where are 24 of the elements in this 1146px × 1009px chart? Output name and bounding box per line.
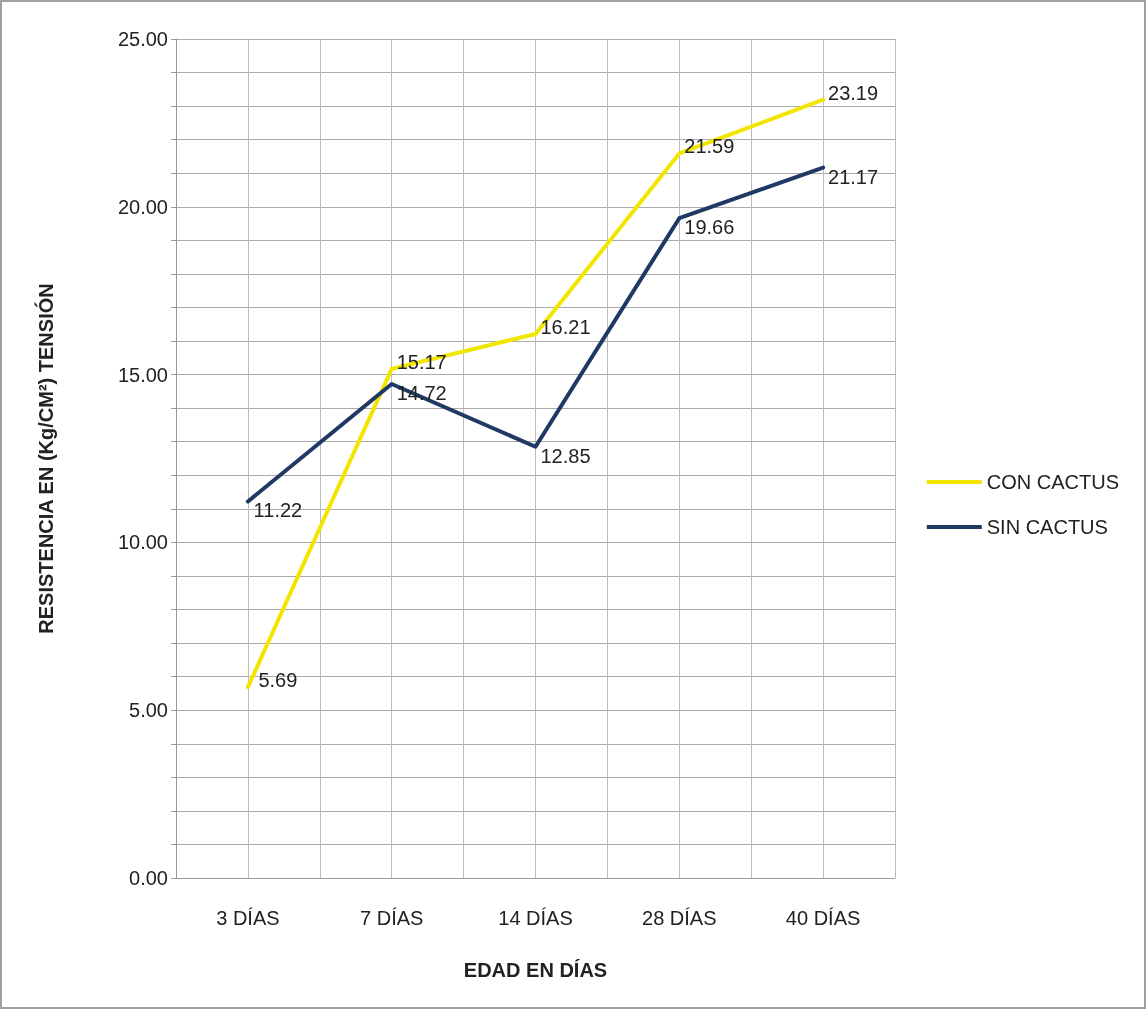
line-series (245, 165, 826, 504)
line-series (245, 97, 826, 690)
y-tick-label: 20.00 (117, 195, 168, 218)
y-tick-label: 10.00 (117, 531, 168, 554)
y-tick-label: 0.00 (129, 867, 168, 889)
y-axis-title: RESISTENCIA EN (Kg/CM²) TENSIÓN (34, 283, 57, 634)
x-tick-label: 3 DÍAS (216, 907, 280, 929)
y-tick-label: 5.00 (129, 699, 168, 722)
x-tick-label: 7 DÍAS (360, 907, 424, 929)
data-label: 11.22 (253, 499, 303, 522)
legend-label: CON CACTUS (986, 471, 1120, 493)
data-label: 5.69 (258, 669, 298, 692)
y-tick-label: 15.00 (117, 363, 168, 386)
y-tick-label: 25.00 (117, 28, 168, 50)
data-label: 19.66 (684, 216, 735, 239)
data-label: 16.21 (540, 315, 591, 338)
data-label: 23.19 (828, 81, 879, 104)
legend-label: SIN CACTUS (986, 516, 1108, 538)
x-tick-label: 28 DÍAS (642, 907, 717, 929)
data-label: 21.17 (828, 165, 879, 188)
x-tick-label: 40 DÍAS (785, 907, 861, 929)
x-axis-title: EDAD EN DÍAS (463, 959, 608, 981)
data-label: 12.85 (540, 444, 591, 467)
x-tick-label: 14 DÍAS (498, 907, 573, 929)
